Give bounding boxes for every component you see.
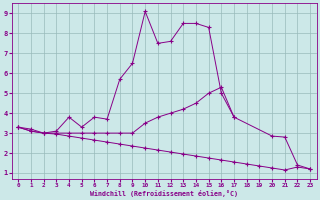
X-axis label: Windchill (Refroidissement éolien,°C): Windchill (Refroidissement éolien,°C)	[90, 190, 238, 197]
